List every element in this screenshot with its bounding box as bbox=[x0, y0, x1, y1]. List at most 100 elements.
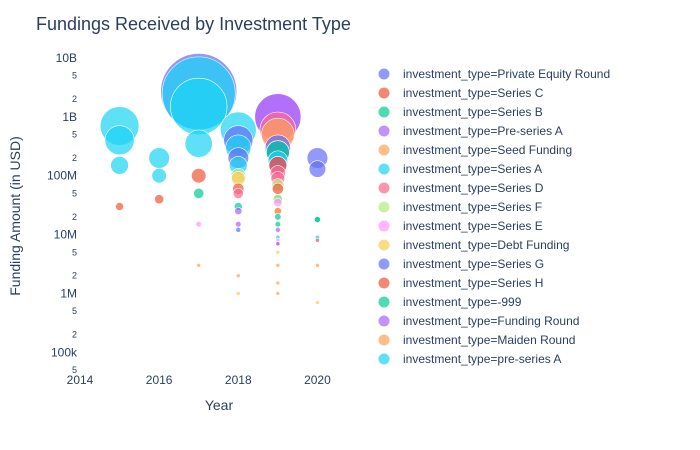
legend-item[interactable]: investment_type=Debt Funding bbox=[378, 238, 570, 252]
y-tick-label-major: 1B bbox=[62, 110, 77, 124]
data-point-s13-1 bbox=[235, 221, 242, 228]
data-point-s5-9 bbox=[184, 129, 213, 158]
x-axis: 2014 2016 2018 2020 bbox=[67, 373, 331, 387]
legend-item[interactable]: investment_type=Series B bbox=[378, 105, 543, 119]
y-tick-label-minor: 2 bbox=[72, 153, 77, 163]
data-point-s8-0 bbox=[273, 197, 283, 208]
legend-item[interactable]: investment_type=Series C bbox=[378, 86, 544, 100]
legend-swatch bbox=[378, 353, 390, 365]
legend-swatch bbox=[378, 68, 390, 80]
legend-item[interactable]: investment_type=Series H bbox=[378, 276, 544, 290]
x-axis-title: Year bbox=[205, 397, 234, 413]
y-tick-label-major: 100M bbox=[47, 169, 77, 183]
legend-swatch bbox=[378, 334, 390, 346]
legend-label: investment_type=-999 bbox=[403, 295, 522, 309]
data-point-s10-1 bbox=[235, 227, 242, 233]
x-tick-label: 2016 bbox=[146, 373, 173, 387]
x-tick-label: 2018 bbox=[225, 373, 252, 387]
data-point-s4-3 bbox=[275, 263, 281, 268]
data-point-s3-3 bbox=[275, 241, 281, 246]
data-point-s12-0 bbox=[314, 216, 321, 223]
legend-label: investment_type=Series A bbox=[403, 162, 542, 176]
legend-label: investment_type=Maiden Round bbox=[403, 333, 575, 347]
legend-label: investment_type=Series B bbox=[403, 105, 543, 119]
legend-label: investment_type=Debt Funding bbox=[403, 238, 569, 252]
y-tick-label-minor: 2 bbox=[72, 330, 77, 340]
legend-item[interactable]: investment_type=Series F bbox=[378, 200, 543, 214]
y-axis: 100k 1M 10M 100M 1B 10B 5 2 5 2 5 2 5 2 5 2 5 bbox=[47, 51, 78, 375]
x-tick-label: 2014 bbox=[67, 373, 94, 387]
data-point-s3-1 bbox=[234, 207, 243, 216]
data-point-s4-2 bbox=[196, 263, 202, 268]
data-point-s1-5 bbox=[154, 194, 165, 205]
legend-swatch bbox=[378, 296, 390, 308]
legend-item[interactable]: investment_type=Seed Funding bbox=[378, 143, 573, 157]
legend-item[interactable]: investment_type=Series D bbox=[378, 181, 544, 195]
legend-swatch bbox=[378, 106, 390, 118]
legend-label: investment_type=pre-series A bbox=[403, 352, 561, 366]
legend-swatch bbox=[378, 163, 390, 175]
legend-label: investment_type=Pre-series A bbox=[403, 124, 563, 138]
legend-item[interactable]: investment_type=-999 bbox=[378, 295, 522, 309]
data-point-s4-5 bbox=[315, 263, 320, 268]
legend-swatch bbox=[378, 144, 390, 156]
y-tick-label-major: 10B bbox=[56, 51, 77, 65]
y-tick-label-minor: 5 bbox=[72, 71, 77, 81]
legend-label: investment_type=Series D bbox=[403, 181, 544, 195]
legend-item[interactable]: investment_type=Private Equity Round bbox=[378, 67, 611, 81]
y-tick-label-minor: 5 bbox=[72, 247, 77, 257]
legend-label: investment_type=Series C bbox=[403, 86, 544, 100]
plot-area bbox=[99, 53, 329, 305]
legend-label: investment_type=Series E bbox=[403, 219, 543, 233]
y-tick-label-minor: 5 bbox=[72, 188, 77, 198]
y-tick-label-major: 100k bbox=[51, 345, 78, 359]
legend-item[interactable]: investment_type=Series E bbox=[378, 219, 543, 233]
data-point-s3-2 bbox=[275, 227, 281, 233]
legend-item[interactable]: investment_type=Maiden Round bbox=[378, 333, 576, 347]
data-point-s5-7 bbox=[151, 168, 167, 184]
legend-item[interactable]: investment_type=Series A bbox=[378, 162, 543, 176]
data-point-s5-8 bbox=[110, 156, 129, 175]
legend-swatch bbox=[378, 239, 390, 251]
data-point-s9-1 bbox=[275, 249, 281, 255]
data-point-s4-4 bbox=[275, 291, 281, 296]
legend-swatch bbox=[378, 201, 390, 213]
data-point-s1-0 bbox=[191, 168, 207, 184]
data-point-s1-2 bbox=[271, 182, 284, 195]
legend-label: investment_type=Series H bbox=[403, 276, 543, 290]
legend-swatch bbox=[378, 277, 390, 289]
legend-swatch bbox=[378, 182, 390, 194]
legend-swatch bbox=[378, 220, 390, 232]
y-tick-label-minor: 2 bbox=[72, 271, 77, 281]
data-point-s5-2 bbox=[148, 147, 170, 169]
y-tick-label-minor: 5 bbox=[72, 306, 77, 316]
legend-swatch bbox=[378, 125, 390, 137]
y-axis-title: Funding Amount (in USD) bbox=[7, 136, 23, 296]
legend: investment_type=Private Equity Round inve… bbox=[378, 67, 611, 366]
chart-title: Fundings Received by Investment Type bbox=[36, 14, 351, 34]
legend-item[interactable]: investment_type=Series G bbox=[378, 257, 545, 271]
data-point-s9-2 bbox=[315, 300, 320, 305]
legend-label: investment_type=Seed Funding bbox=[403, 143, 572, 157]
legend-swatch bbox=[378, 315, 390, 327]
legend-item[interactable]: investment_type=Pre-series A bbox=[378, 124, 563, 138]
data-point-s5-1 bbox=[104, 125, 135, 156]
data-point-s12-1 bbox=[274, 213, 282, 221]
legend-label: investment_type=Series G bbox=[403, 257, 544, 271]
x-tick-label: 2020 bbox=[304, 373, 331, 387]
data-point-s8-1 bbox=[195, 221, 202, 228]
legend-item[interactable]: investment_type=pre-series A bbox=[378, 352, 562, 366]
data-point-s1-4 bbox=[115, 202, 124, 211]
data-point-s0-5 bbox=[308, 160, 327, 178]
legend-item[interactable]: investment_type=Funding Round bbox=[378, 314, 580, 328]
y-tick-label-minor: 5 bbox=[72, 365, 77, 375]
y-tick-label-major: 10M bbox=[54, 228, 77, 242]
data-point-s9-3 bbox=[235, 291, 241, 296]
y-tick-label-major: 1M bbox=[60, 286, 77, 300]
data-point-s11-1 bbox=[315, 237, 320, 243]
legend-swatch bbox=[378, 87, 390, 99]
legend-swatch bbox=[378, 258, 390, 270]
data-point-s6-3 bbox=[232, 187, 244, 199]
legend-label: investment_type=Funding Round bbox=[403, 314, 579, 328]
